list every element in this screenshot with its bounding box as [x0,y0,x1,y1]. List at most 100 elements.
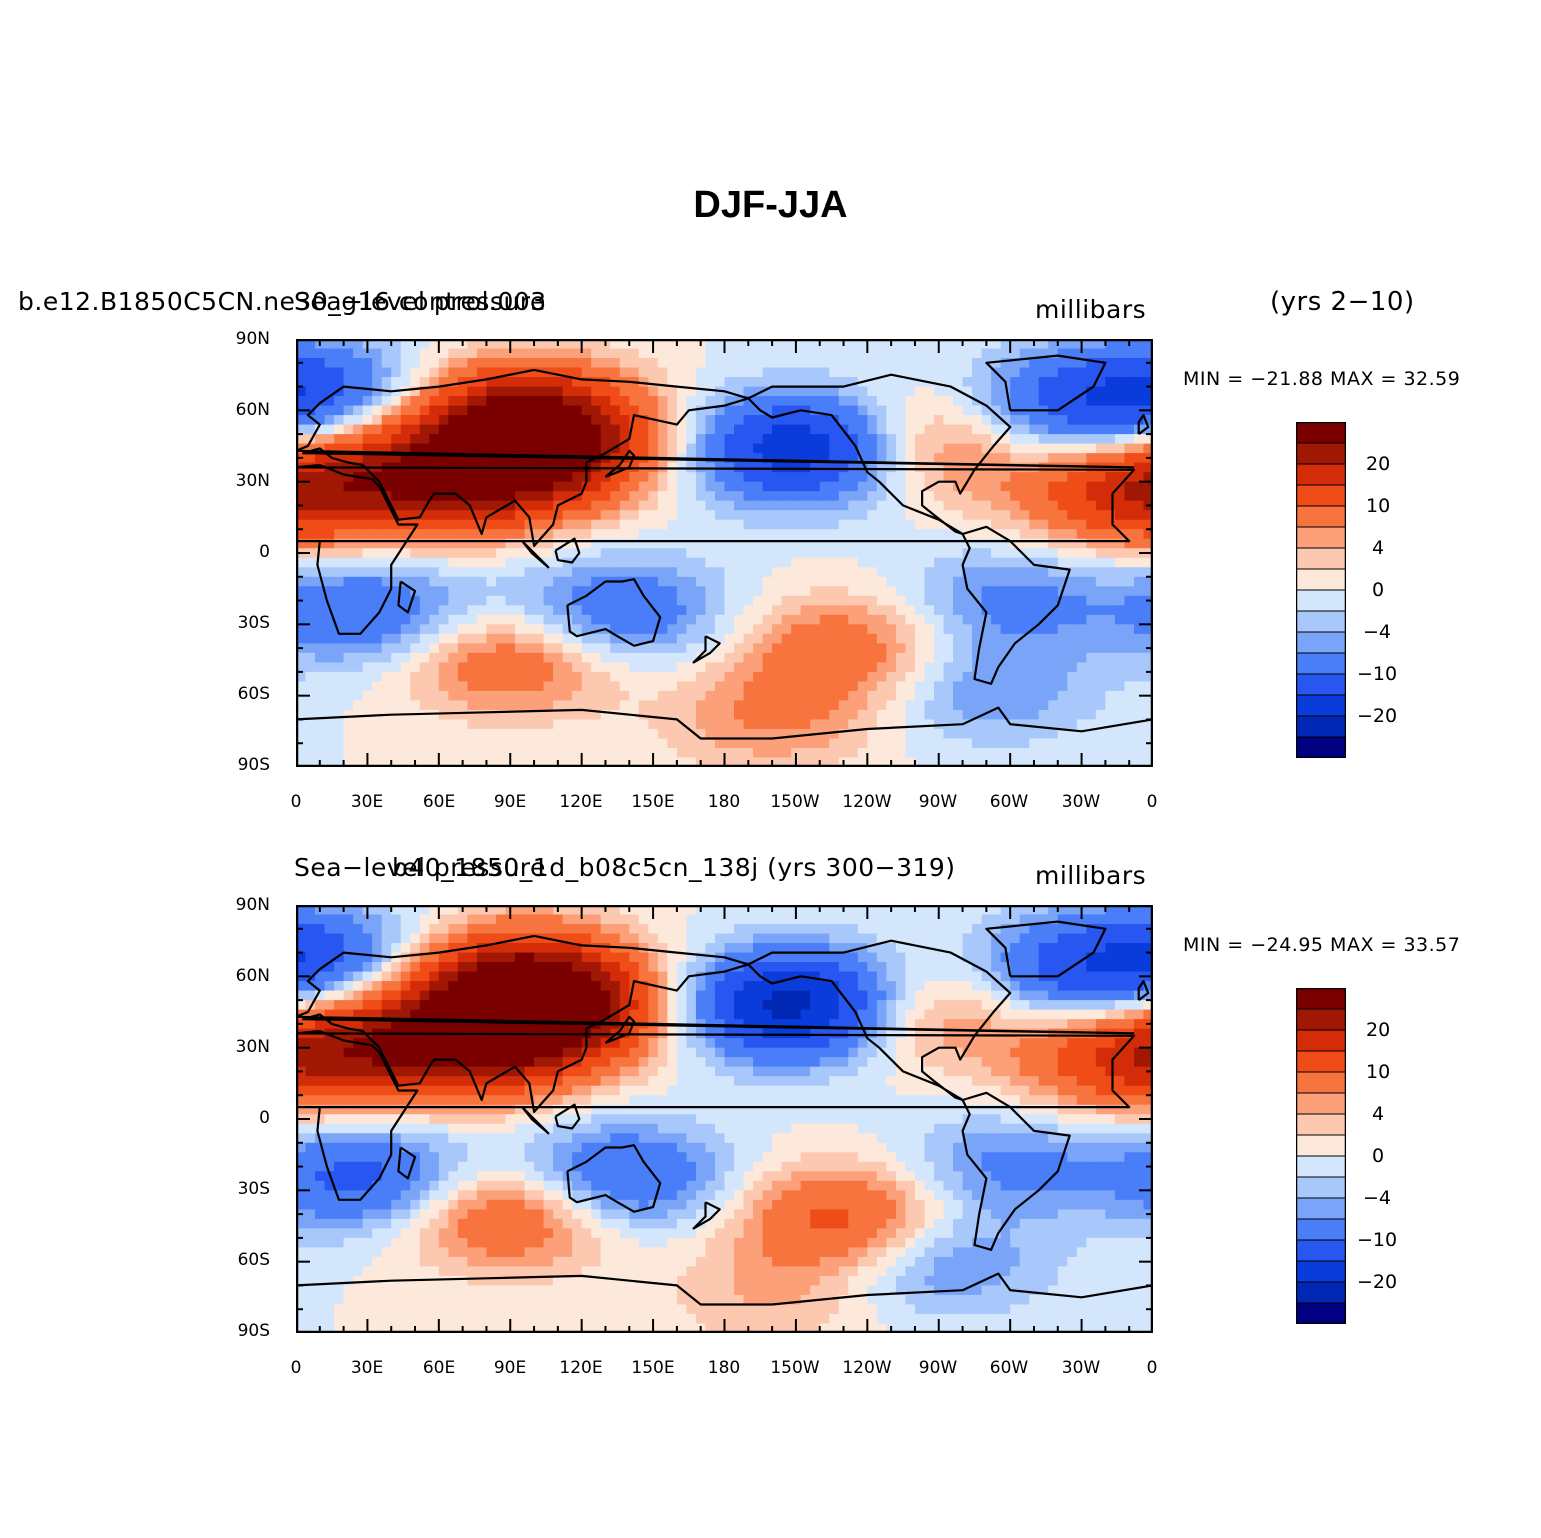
panel1-field-cell [524,700,535,711]
panel1-field-cell [343,500,354,511]
panel1-field-cell [867,605,878,616]
panel1-field-cell [1029,700,1040,711]
panel1-field-cell [714,548,726,559]
panel1-field-cell [705,367,716,378]
panel1-field-cell [933,500,945,511]
panel1-field-cell [791,462,802,473]
panel1-field-cell [372,396,383,407]
panel1-field-cell [600,519,611,530]
panel1-field-cell [800,367,811,378]
panel1-field-cell [762,529,773,540]
panel1-field-cell [591,605,602,616]
panel1-field-cell [1124,747,1135,759]
panel1-field-cell [1010,386,1021,397]
panel1-field-cell [1143,576,1153,587]
panel1-field-cell [753,519,764,530]
panel1-field-cell [676,567,688,578]
panel1-field-cell [667,443,678,454]
panel1-field-cell [476,538,488,549]
panel1-field-cell [829,348,840,359]
panel1-field-cell [372,481,383,492]
panel1-field-cell [543,595,554,606]
panel2-field-cell [876,962,887,973]
panel1-field-cell [743,738,754,749]
panel1-field-cell [353,529,364,540]
panel1-field-cell [495,453,507,464]
panel1-field-cell [829,557,840,568]
panel2-field-cell [991,924,1002,935]
panel1-field-cell [534,709,545,721]
panel2-field-cell [1086,905,1097,916]
panel1-field-cell [695,633,707,644]
panel1-field-cell [495,681,507,692]
panel1-field-cell [476,424,488,435]
panel1-field-cell [305,633,316,644]
panel1-field-cell [667,738,678,749]
panel1-field-cell [419,605,430,616]
panel2-field-cell [1057,905,1068,916]
panel1-field-cell [1133,719,1145,730]
panel1-field-cell [524,529,535,540]
panel1-field-cell [400,557,411,568]
panel1-field-cell [800,510,811,521]
panel1-field-cell [857,434,868,445]
panel1-field-cell [914,690,926,702]
panel2-field-cell [943,962,954,973]
panel1-field-cell [524,643,535,654]
panel1-field-cell [867,339,878,350]
panel1-field-cell [838,462,849,473]
panel1-field-cell [353,690,364,702]
panel1-field-cell [648,576,659,587]
panel2-field-cell [705,943,716,954]
panel1-field-cell [1086,557,1097,568]
panel1-field-cell [1010,709,1021,721]
panel1-field-cell [315,671,326,682]
panel1-field-cell [1067,700,1078,711]
panel1-field-cell [305,671,316,682]
panel1-field-cell [410,605,421,616]
panel2-field-cell [324,943,335,954]
panel1-field-cell [638,396,649,407]
panel1-field-cell [781,377,792,388]
panel1-field-cell [1029,453,1040,464]
panel1-field-cell [667,681,678,692]
panel1-field-cell [772,529,783,540]
panel2-field-cell [429,981,440,992]
panel1-field-cell [1086,472,1097,483]
panel1-field-cell [905,681,916,692]
panel1-field-cell [572,348,583,359]
panel1-field-cell [524,728,535,740]
panel1-field-cell [676,709,688,721]
panel1-field-cell [524,586,535,597]
panel1-field-cell [495,557,507,568]
panel1-field-cell [1029,367,1040,378]
panel1-field-cell [695,605,707,616]
panel2-field-cell [753,914,764,925]
panel2-field-cell [829,924,840,935]
panel1-field-cell [714,690,726,702]
panel1-field-cell [848,681,859,692]
panel1-field-cell [648,529,659,540]
panel1-field-cell [772,557,783,568]
panel1-field-cell [543,519,554,530]
panel1-field-cell [1124,738,1135,749]
panel1-field-cell [657,405,668,416]
panel1-field-cell [857,681,868,692]
panel2-field-cell [619,971,630,982]
panel1-field-cell [400,491,411,502]
panel2-field-cell [1067,933,1078,944]
panel1-field-cell [534,681,545,692]
panel1-field-cell [334,377,345,388]
panel1-field-cell [753,548,764,559]
panel1-field-cell [933,662,945,673]
panel1-field-cell [981,557,992,568]
panel2-field-cell [362,914,373,925]
panel2-field-cell [1114,962,1126,973]
panel1-field-cell [600,548,611,559]
panel1-field-cell [676,405,688,416]
panel1-field-cell [657,434,668,445]
panel1-field-cell [1038,519,1049,530]
panel1-field-cell [895,700,907,711]
panel1-field-cell [981,690,992,702]
panel1-field-cell [724,434,735,445]
